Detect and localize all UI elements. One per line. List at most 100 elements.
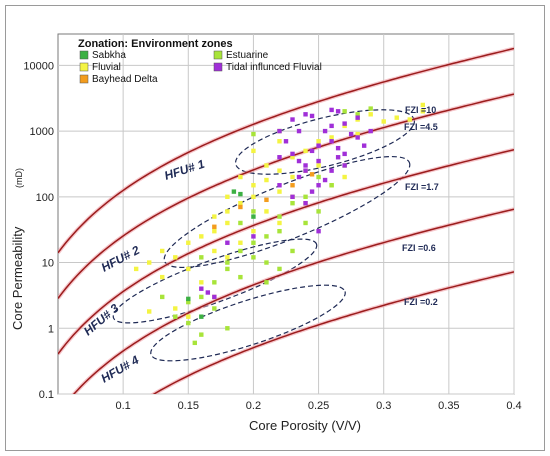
data-point xyxy=(173,255,178,260)
data-point xyxy=(251,234,256,239)
fzi-label: FZI =1.7 xyxy=(405,182,439,192)
data-point xyxy=(335,145,341,151)
fzi-label: FZI =10 xyxy=(405,105,436,115)
data-point xyxy=(290,155,295,160)
data-point xyxy=(309,148,315,154)
y-tick-label: 10 xyxy=(42,258,54,270)
x-tick-label: 0.15 xyxy=(178,400,199,412)
data-point xyxy=(309,189,315,194)
y-axis-unit: (mD) xyxy=(14,168,24,188)
data-point xyxy=(160,248,165,254)
data-point xyxy=(342,163,347,168)
data-point xyxy=(264,163,269,168)
x-tick-label: 0.2 xyxy=(246,400,261,412)
data-point xyxy=(212,224,217,229)
data-point xyxy=(277,139,282,144)
data-point xyxy=(277,128,282,134)
fzi-curve xyxy=(58,47,514,254)
data-point xyxy=(264,234,269,239)
data-point xyxy=(225,260,230,265)
y-tick-label: 10000 xyxy=(23,60,54,72)
data-point xyxy=(251,209,256,214)
data-point xyxy=(225,326,230,331)
data-point xyxy=(251,148,256,154)
data-points xyxy=(133,102,425,346)
data-point xyxy=(303,163,308,168)
data-point xyxy=(316,143,321,148)
data-point xyxy=(355,135,360,140)
data-point xyxy=(277,266,282,272)
x-tick-label: 0.25 xyxy=(308,400,329,412)
data-point xyxy=(290,194,295,200)
x-tick-label: 0.4 xyxy=(506,400,521,412)
legend-swatch xyxy=(79,62,89,72)
data-point xyxy=(283,139,289,144)
data-point xyxy=(290,248,295,254)
data-point xyxy=(192,340,197,346)
data-point xyxy=(160,274,165,280)
x-tick-label: 0.3 xyxy=(376,400,391,412)
legend-swatch xyxy=(213,62,223,72)
data-point xyxy=(212,228,217,234)
data-point xyxy=(394,115,399,120)
data-point xyxy=(251,255,256,260)
data-point xyxy=(329,123,334,129)
data-point xyxy=(186,320,191,326)
legend-entry-label: Sabkha xyxy=(92,50,126,61)
data-point xyxy=(348,131,354,137)
data-point xyxy=(342,174,347,180)
data-point xyxy=(342,123,347,129)
data-point xyxy=(238,274,243,280)
data-point xyxy=(290,117,295,122)
data-point xyxy=(238,248,243,254)
legend-entry-label: Bayhead Delta xyxy=(92,74,158,85)
data-point xyxy=(342,109,347,114)
data-point xyxy=(160,294,165,300)
data-point xyxy=(251,240,256,245)
data-point xyxy=(277,155,282,160)
y-tick-label: 1 xyxy=(48,323,54,335)
data-point xyxy=(303,112,308,117)
data-point xyxy=(329,168,334,173)
data-point xyxy=(212,306,217,311)
hfu-ellipse xyxy=(163,155,411,269)
data-point xyxy=(205,290,211,295)
data-point xyxy=(296,158,302,164)
data-point xyxy=(251,194,256,200)
data-point xyxy=(316,163,321,168)
fzi-curve xyxy=(58,148,514,355)
legend-swatch xyxy=(79,50,89,60)
data-point xyxy=(147,309,152,314)
data-point xyxy=(335,155,341,160)
data-point xyxy=(355,131,360,137)
data-point xyxy=(212,280,217,285)
data-point xyxy=(225,209,230,214)
y-tick-label: 1000 xyxy=(30,126,54,138)
data-point xyxy=(277,168,282,173)
data-point xyxy=(238,174,243,180)
data-point xyxy=(309,172,315,177)
data-point xyxy=(173,306,178,311)
fzi-labels: FZI =10 FZI =4.5 FZI =1.7 FZI =0.6 FZI =0.2 xyxy=(402,105,439,307)
data-point xyxy=(251,228,256,234)
data-point xyxy=(277,189,282,194)
data-point xyxy=(342,151,347,157)
data-point xyxy=(238,240,243,245)
data-point xyxy=(277,183,282,188)
data-point xyxy=(329,183,334,188)
x-axis-title: Core Porosity (V/V) xyxy=(249,418,361,433)
data-point xyxy=(199,280,204,285)
data-point xyxy=(238,191,243,197)
data-point xyxy=(238,204,243,210)
data-point xyxy=(290,183,295,188)
data-point xyxy=(186,314,191,319)
data-point xyxy=(329,107,334,113)
data-point xyxy=(199,286,204,291)
data-point xyxy=(199,255,204,260)
data-point xyxy=(225,266,230,272)
x-tick-labels: 0.1 0.15 0.2 0.25 0.3 0.35 0.4 xyxy=(115,400,521,412)
data-point xyxy=(264,177,269,183)
data-point xyxy=(186,240,191,245)
data-point xyxy=(316,228,321,234)
